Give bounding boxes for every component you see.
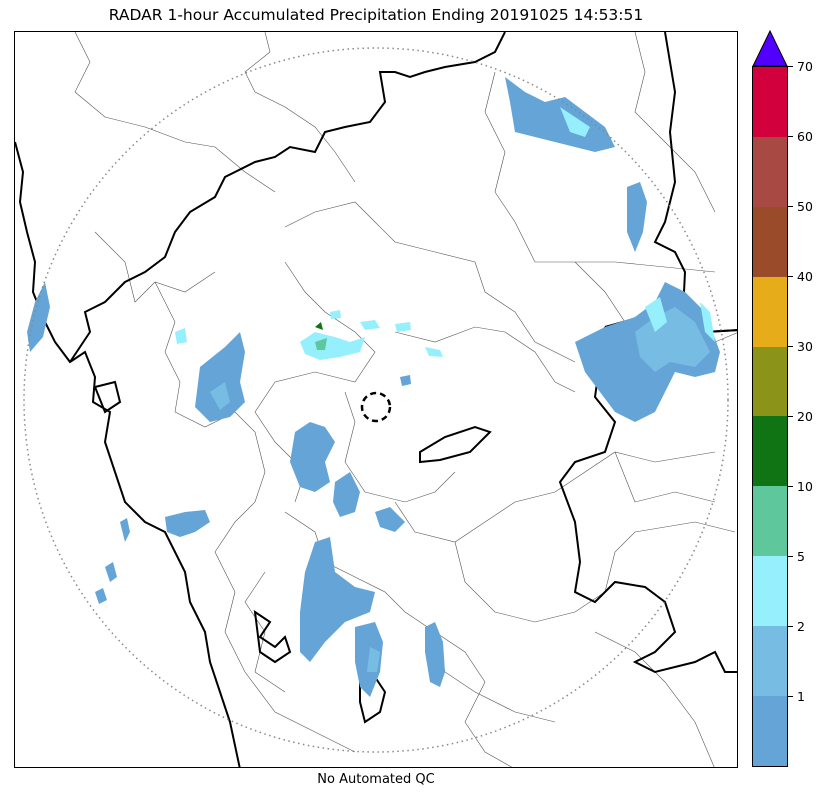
colorbar-segment [753, 696, 787, 766]
colorbar [752, 66, 788, 767]
colorbar-tick-label: 40 [797, 268, 813, 284]
colorbar-segment [753, 486, 787, 557]
radar-map[interactable] [14, 31, 738, 768]
district-boundaries [74, 32, 737, 767]
colorbar-segment [753, 136, 787, 207]
map-title: RADAR 1-hour Accumulated Precipitation E… [108, 6, 644, 24]
colorbar-tick-label: 30 [797, 338, 813, 354]
colorbar-tick-label: 5 [797, 549, 805, 565]
colorbar-tick-label: 20 [797, 409, 813, 424]
colorbar-tick-label: 70 [797, 58, 813, 74]
colorbar-segment [753, 346, 787, 417]
radar-map-svg [15, 32, 737, 767]
colorbar-tick-label: 60 [797, 128, 813, 144]
colorbar-extend-triangle [752, 30, 788, 67]
colorbar-segment [753, 276, 787, 347]
range-ring [23, 47, 729, 753]
colorbar-tick-label: 10 [797, 479, 813, 495]
colorbar-tick-label: 50 [797, 198, 813, 214]
radar-site-marker[interactable] [360, 391, 392, 423]
qc-caption: No Automated QC [317, 772, 435, 787]
colorbar-segment [753, 66, 787, 137]
rain-echoes [27, 77, 720, 697]
colorbar-ticks: 1 2 5 10 20 30 40 50 60 70 [788, 59, 825, 767]
colorbar-segment [753, 416, 787, 487]
colorbar-tick-label: 1 [797, 689, 805, 705]
colorbar-segment [753, 556, 787, 627]
colorbar-tick-label: 2 [797, 619, 805, 635]
colorbar-segment [753, 206, 787, 277]
colorbar-segment [753, 626, 787, 697]
